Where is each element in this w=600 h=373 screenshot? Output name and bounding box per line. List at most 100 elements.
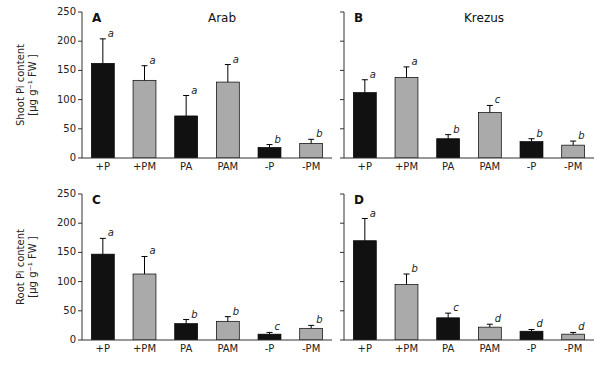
y-tick bbox=[340, 12, 344, 13]
y-axis bbox=[344, 194, 345, 340]
error-bar bbox=[445, 313, 451, 318]
error-bar bbox=[529, 139, 535, 142]
x-tick-label: PAM bbox=[217, 161, 238, 172]
title: Arab bbox=[208, 11, 236, 25]
significance-letter: a bbox=[108, 28, 114, 39]
x-axis bbox=[344, 340, 594, 341]
x-tick-label: -PM bbox=[302, 343, 320, 354]
significance-letter: b bbox=[191, 309, 197, 320]
panel-label: C bbox=[92, 193, 101, 207]
error-cap bbox=[487, 105, 493, 106]
bar bbox=[258, 147, 281, 158]
error-bar bbox=[404, 67, 410, 78]
bar bbox=[353, 241, 376, 340]
bar bbox=[300, 143, 323, 158]
x-tick-label: +P bbox=[358, 161, 372, 172]
error-line bbox=[144, 66, 145, 81]
significance-letter: b bbox=[233, 306, 239, 317]
error-cap bbox=[142, 256, 148, 257]
bar bbox=[91, 254, 114, 340]
error-line bbox=[102, 39, 103, 64]
error-line bbox=[573, 141, 574, 145]
error-line bbox=[186, 96, 187, 116]
y-tick bbox=[340, 223, 344, 224]
panel-label: B bbox=[354, 11, 363, 25]
error-cap bbox=[142, 65, 148, 66]
y-tick-label: 100 bbox=[57, 94, 76, 105]
bar bbox=[520, 142, 543, 158]
bar bbox=[133, 274, 156, 340]
panel: +P+PMPAPAM-P-PMaabcbbBKrezus bbox=[340, 11, 594, 172]
error-line bbox=[144, 256, 145, 274]
error-line bbox=[448, 313, 449, 318]
y-tick bbox=[78, 41, 82, 42]
significance-letter: b bbox=[537, 128, 543, 139]
error-bar bbox=[487, 105, 493, 112]
x-tick-label: PA bbox=[180, 161, 192, 172]
error-bar bbox=[529, 329, 535, 331]
y-tick bbox=[340, 194, 344, 195]
y-tick bbox=[340, 70, 344, 71]
y-tick bbox=[340, 158, 344, 159]
error-cap bbox=[100, 38, 106, 39]
error-cap bbox=[100, 238, 106, 239]
x-tick-label: PAM bbox=[479, 343, 500, 354]
y-tick-label: 50 bbox=[63, 123, 76, 134]
error-bar bbox=[570, 141, 576, 145]
bar bbox=[562, 334, 585, 340]
y-tick bbox=[78, 194, 82, 195]
error-cap bbox=[529, 329, 535, 330]
significance-letter: b bbox=[412, 263, 418, 274]
title: Krezus bbox=[464, 11, 504, 25]
x-tick-label: PA bbox=[442, 161, 454, 172]
y-tick-label: 150 bbox=[57, 246, 76, 257]
y-tick-label: 200 bbox=[57, 35, 76, 46]
x-tick-label: +P bbox=[96, 343, 110, 354]
error-line bbox=[102, 238, 103, 254]
y-axis-label-line: Root Pi content bbox=[15, 229, 26, 305]
error-bar bbox=[225, 65, 231, 83]
bar bbox=[437, 139, 460, 158]
x-tick-label: -P bbox=[265, 343, 275, 354]
error-cap bbox=[267, 332, 273, 333]
panel: 050100150200250+P+PMPAPAM-P-PMaabbcbCRoo… bbox=[15, 188, 332, 354]
y-tick bbox=[78, 128, 82, 129]
y-tick bbox=[78, 310, 82, 311]
chart: 050100150200250+P+PMPAPAM-P-PMaaaabbAAra… bbox=[0, 0, 600, 373]
error-line bbox=[364, 219, 365, 241]
error-bar bbox=[142, 66, 148, 81]
bar bbox=[175, 324, 198, 340]
error-bar bbox=[183, 320, 189, 324]
significance-letter: a bbox=[150, 245, 156, 256]
significance-letter: d bbox=[537, 318, 544, 329]
y-tick-label: 250 bbox=[57, 188, 76, 199]
error-line bbox=[489, 105, 490, 112]
error-cap bbox=[404, 66, 410, 67]
x-tick-label: +PM bbox=[395, 161, 418, 172]
panel: 050100150200250+P+PMPAPAM-P-PMaaaabbAAra… bbox=[15, 6, 332, 172]
error-bar bbox=[362, 80, 368, 93]
significance-letter: b bbox=[316, 314, 322, 325]
significance-letter: b bbox=[453, 124, 459, 135]
significance-letter: b bbox=[316, 128, 322, 139]
x-axis bbox=[82, 340, 332, 341]
y-axis bbox=[344, 12, 345, 158]
bar bbox=[478, 112, 501, 158]
significance-letter: c bbox=[453, 302, 459, 313]
y-axis-label-line: Shoot Pi content bbox=[15, 44, 26, 126]
y-tick bbox=[340, 41, 344, 42]
significance-letter: a bbox=[412, 56, 418, 67]
significance-letter: b bbox=[275, 134, 281, 145]
y-tick bbox=[78, 70, 82, 71]
y-tick-label: 200 bbox=[57, 217, 76, 228]
error-cap bbox=[225, 316, 231, 317]
y-tick bbox=[78, 12, 82, 13]
significance-letter: c bbox=[275, 321, 281, 332]
bar bbox=[300, 328, 323, 340]
marks bbox=[91, 238, 322, 340]
y-tick bbox=[340, 281, 344, 282]
error-cap bbox=[404, 274, 410, 275]
error-cap bbox=[183, 319, 189, 320]
bar bbox=[258, 334, 281, 340]
y-tick bbox=[340, 128, 344, 129]
